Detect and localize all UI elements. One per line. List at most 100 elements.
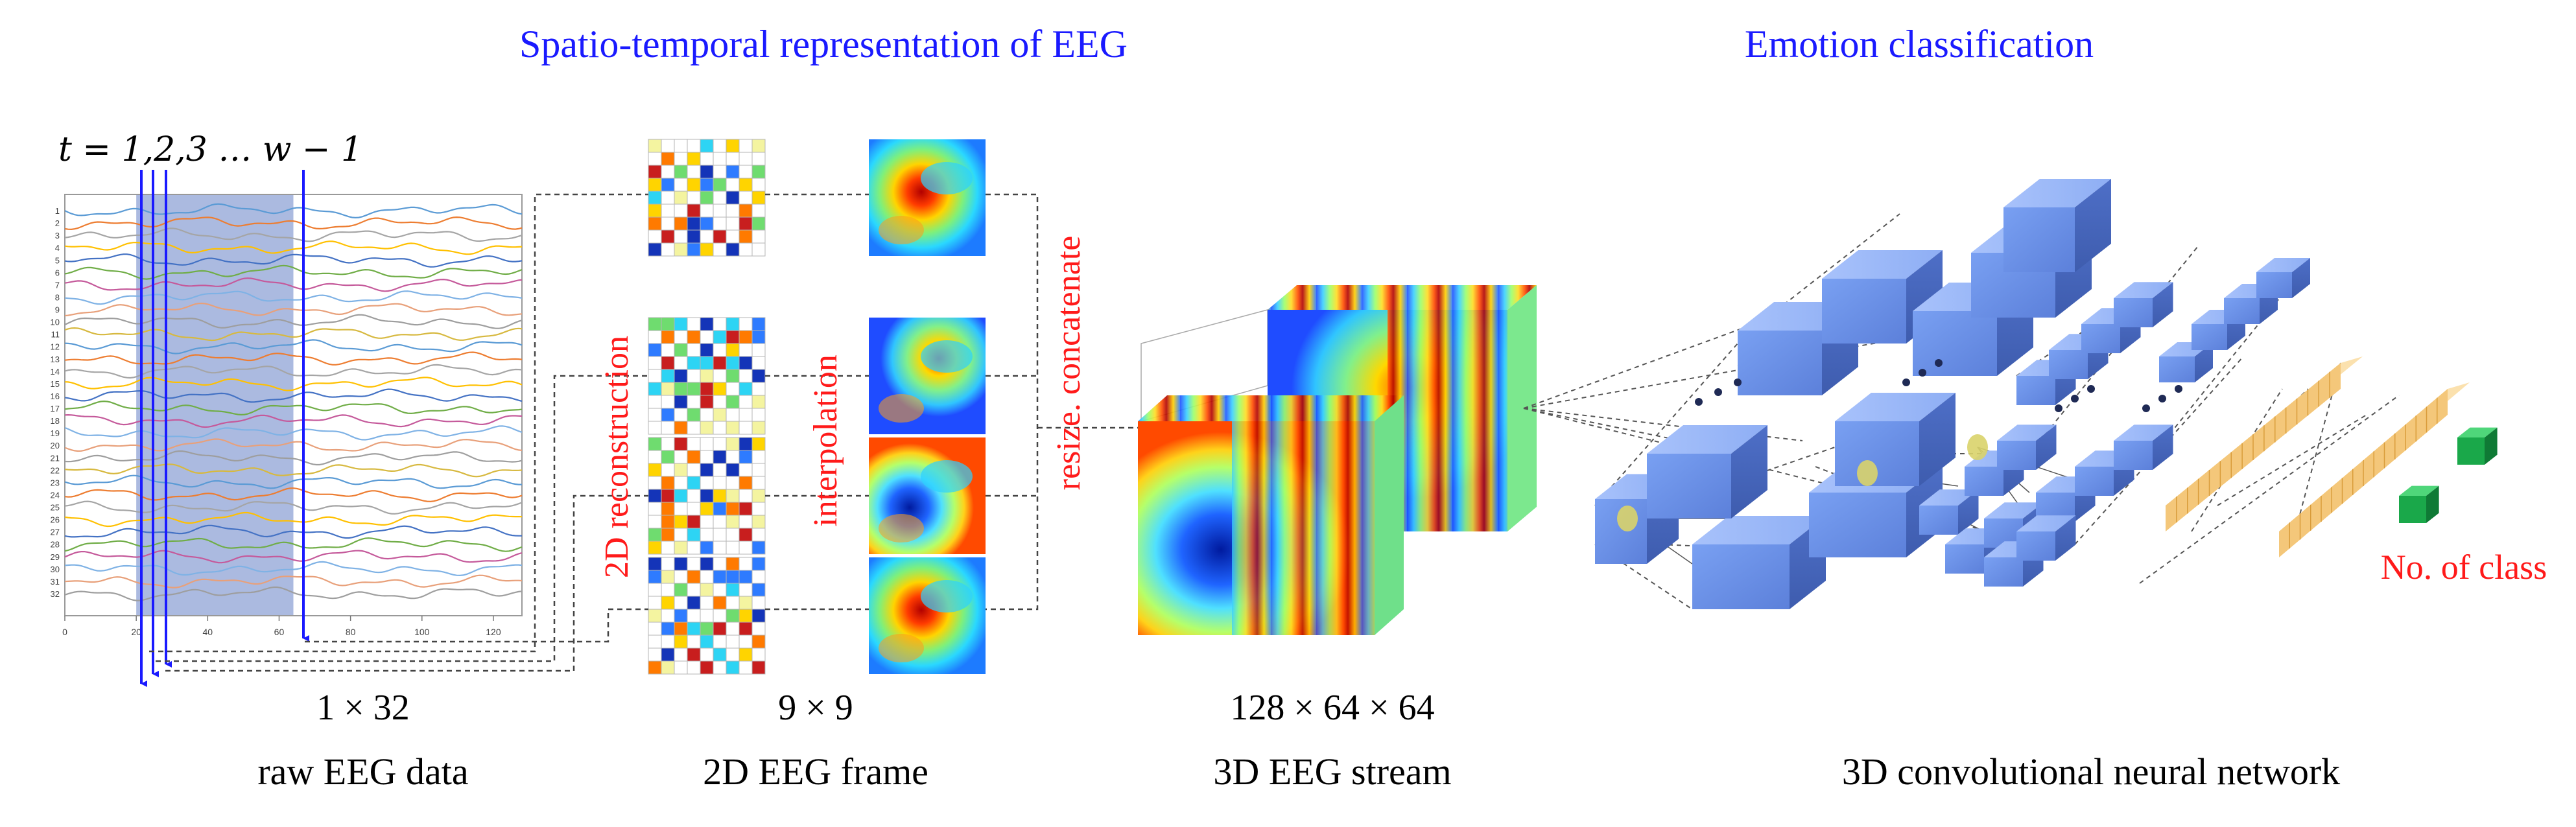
heatmap-tile	[869, 437, 986, 554]
grid-cell	[661, 541, 675, 555]
grid-cell	[700, 317, 714, 331]
eeg-grid-frame	[648, 139, 766, 257]
grid-cell	[674, 528, 688, 542]
grid-cell	[661, 660, 675, 675]
block-front	[2049, 350, 2088, 379]
cnn-connection	[2217, 414, 2367, 506]
y-tick-label: 14	[51, 367, 60, 377]
dashed-connectors	[149, 193, 1141, 672]
conv-block-small	[2256, 258, 2310, 298]
grid-cell	[700, 609, 714, 623]
y-tick-label: 22	[51, 465, 60, 475]
grid-cell	[726, 463, 740, 477]
grid-cell	[674, 395, 688, 409]
grid-cell	[751, 356, 766, 370]
block-front	[2075, 467, 2114, 496]
continuation-dot	[2071, 395, 2079, 402]
grid-cell	[661, 229, 675, 244]
grid-cell	[687, 204, 701, 218]
grid-cell	[713, 216, 727, 231]
grid-cell	[648, 489, 662, 503]
x-tick-label: 0	[62, 627, 67, 637]
block-top	[2003, 179, 2111, 207]
grid-cell	[726, 191, 740, 205]
grid-cell	[751, 528, 766, 542]
grid-cell	[661, 437, 675, 451]
grid-cell	[713, 489, 727, 503]
grid-cell	[674, 570, 688, 584]
grid-cell	[700, 229, 714, 244]
grid-cell	[713, 541, 727, 555]
block-front	[1984, 557, 2023, 587]
grid-cell	[751, 450, 766, 464]
output-node	[2399, 485, 2439, 523]
grid-cell	[713, 450, 727, 464]
grid-cell	[674, 191, 688, 205]
grid-cell	[674, 216, 688, 231]
block-front	[2256, 272, 2292, 298]
grid-cell	[661, 502, 675, 516]
x-tick-label: 80	[346, 627, 356, 637]
grid-cell	[674, 421, 688, 435]
grid-cell	[674, 463, 688, 477]
interpolated-heatmaps	[869, 139, 986, 674]
grid-cell	[687, 557, 701, 571]
grid-cell	[751, 395, 766, 409]
grid-cell	[661, 583, 675, 597]
dim-stream: 128 × 64 × 64	[1230, 688, 1434, 728]
label-interpolation: interpolation	[807, 355, 844, 527]
grid-cell	[648, 369, 662, 383]
grid-cell	[700, 204, 714, 218]
grid-cell	[674, 229, 688, 244]
grid-cell	[713, 528, 727, 542]
grid-cell	[687, 570, 701, 584]
grid-cell	[687, 596, 701, 610]
grid-cell	[726, 216, 740, 231]
grid-cell	[674, 356, 688, 370]
continuation-dot	[1902, 379, 1910, 386]
grid-cell	[739, 583, 753, 597]
plot-frame	[64, 194, 523, 616]
grid-cell	[687, 515, 701, 529]
grid-cell	[648, 660, 662, 675]
grid-cell	[739, 204, 753, 218]
grid-cell	[648, 229, 662, 244]
grid-cell	[751, 191, 766, 205]
y-tick-label: 4	[55, 243, 60, 253]
cnn-connection	[1594, 343, 1738, 506]
block-side	[1731, 425, 1767, 518]
continuation-dot	[1734, 379, 1742, 386]
y-tick-label: 5	[55, 255, 60, 265]
grid-cell	[739, 502, 753, 516]
grid-cell	[648, 515, 662, 529]
eeg-3d-stream	[1138, 285, 1537, 635]
y-tick-label: 19	[51, 428, 60, 438]
grid-cell	[751, 408, 766, 422]
grid-cell	[661, 330, 675, 344]
grid-cell	[700, 660, 714, 675]
grid-cell	[700, 343, 714, 357]
grid-cell	[674, 515, 688, 529]
caption-stream: 3D EEG stream	[1213, 751, 1451, 793]
block-top	[1822, 250, 1943, 279]
grid-cell	[674, 583, 688, 597]
grid-cell	[687, 489, 701, 503]
grid-cell	[661, 191, 675, 205]
grid-cell	[751, 216, 766, 231]
block-top	[1647, 425, 1767, 454]
x-tick-label: 20	[131, 627, 141, 637]
grid-cell	[726, 476, 740, 490]
grid-cell	[739, 165, 753, 179]
kernel-marker	[1967, 434, 1988, 460]
grid-cell	[648, 635, 662, 649]
grid-cell	[687, 502, 701, 516]
grid-cell	[674, 178, 688, 192]
grid-cell	[700, 356, 714, 370]
grid-cell	[726, 343, 740, 357]
grid-cell	[661, 647, 675, 662]
grid-cell	[661, 450, 675, 464]
grid-cell	[687, 463, 701, 477]
conv-block	[1692, 516, 1826, 609]
grid-cell	[661, 609, 675, 623]
grid-cell	[687, 330, 701, 344]
